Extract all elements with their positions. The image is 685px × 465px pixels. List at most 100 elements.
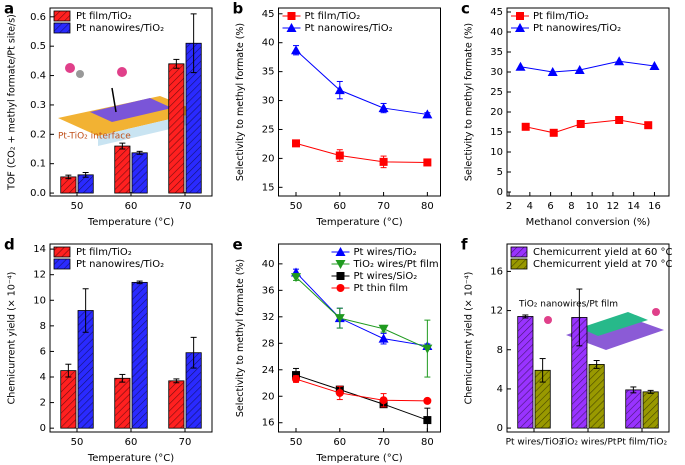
x-tick-label: 60 xyxy=(333,437,346,448)
y-tick-label: 0.3 xyxy=(30,100,46,111)
x-tick-label: 14 xyxy=(627,201,640,212)
marker xyxy=(649,61,660,70)
y-tick-label: 25 xyxy=(262,124,275,135)
series-line xyxy=(295,276,428,350)
x-tick-label: 70 xyxy=(377,437,390,448)
series-line xyxy=(295,142,428,163)
marker xyxy=(334,85,345,95)
plot-frame xyxy=(278,243,441,433)
annotation: TiO₂ nanowires/Pt film xyxy=(518,300,618,310)
y-tick-label: 15 xyxy=(490,127,503,138)
marker xyxy=(335,388,344,397)
inset-molecule xyxy=(652,308,660,316)
x-axis-label: Temperature (°C) xyxy=(315,453,402,464)
y-tick-label: 0.2 xyxy=(30,129,46,140)
inset-molecule xyxy=(76,70,84,78)
marker xyxy=(574,65,585,74)
x-tick-label: 60 xyxy=(125,201,138,212)
legend-marker xyxy=(336,284,345,292)
bar xyxy=(131,152,148,194)
marker xyxy=(379,157,388,166)
y-tick-label: 15 xyxy=(262,182,275,193)
y-tick-label: 20 xyxy=(262,153,275,164)
legend-label: Pt film/TiO₂ xyxy=(76,247,132,258)
y-axis-label: Selectivity to methyl formate (%) xyxy=(235,23,246,181)
y-tick-label: 10 xyxy=(33,295,46,306)
marker xyxy=(334,314,345,324)
inset-film xyxy=(566,315,664,350)
marker xyxy=(644,121,653,130)
legend-marker xyxy=(335,247,346,256)
legend-marker xyxy=(335,260,346,269)
x-tick-label: 4 xyxy=(527,201,533,212)
bar xyxy=(517,316,534,429)
x-tick-label: 50 xyxy=(290,201,303,212)
marker xyxy=(378,333,389,343)
marker xyxy=(423,416,432,425)
y-axis-label: Chemicurrent yield (× 10⁻⁴) xyxy=(464,272,475,405)
y-tick-label: 12 xyxy=(490,306,503,317)
marker xyxy=(547,67,558,76)
y-axis-label: Selectivity to methyl formate (%) xyxy=(235,259,246,417)
panel-label: b xyxy=(233,0,244,18)
bar xyxy=(60,370,77,429)
legend-label: Chemicurrent yield at 70 °C xyxy=(533,259,673,270)
marker xyxy=(335,151,344,160)
legend-label: Chemicurrent yield at 60 °C xyxy=(533,247,673,258)
panel-label: e xyxy=(233,236,243,254)
series-line xyxy=(295,49,428,115)
y-axis-label: Chemicurrent yield (× 10⁻⁴) xyxy=(7,272,18,405)
marker xyxy=(576,120,585,128)
y-tick-label: 25 xyxy=(490,87,503,98)
marker xyxy=(378,103,389,113)
plot-frame xyxy=(278,7,441,197)
legend-marker xyxy=(287,12,296,20)
bar xyxy=(642,391,659,429)
marker xyxy=(291,45,302,55)
x-axis-label: Temperature (°C) xyxy=(87,453,174,464)
legend-label: Pt thin film xyxy=(354,283,409,294)
plot-frame xyxy=(506,7,670,197)
marker xyxy=(423,396,432,405)
y-tick-label: 45 xyxy=(262,9,275,20)
y-tick-label: 36 xyxy=(262,285,275,296)
series-line xyxy=(525,119,649,134)
marker xyxy=(521,122,530,131)
bar xyxy=(625,389,642,429)
y-tick-label: 30 xyxy=(262,96,275,107)
bar xyxy=(588,364,605,429)
legend-label: Pt nanowires/TiO₂ xyxy=(76,259,164,270)
inset-molecule xyxy=(65,63,75,73)
x-tick-label: TiO₂ wires/Pt xyxy=(559,438,617,448)
legend-swatch xyxy=(53,246,71,258)
x-tick-label: 50 xyxy=(71,437,84,448)
y-axis-label: Selectivity to methyl formate (%) xyxy=(464,23,475,181)
y-tick-label: 20 xyxy=(262,391,275,402)
legend-marker xyxy=(516,12,524,20)
y-tick-label: 0 xyxy=(497,423,503,434)
bar xyxy=(60,176,77,194)
marker xyxy=(423,158,432,167)
series-line xyxy=(295,374,428,421)
x-tick-label: 70 xyxy=(179,437,192,448)
legend-label: Pt film/TiO₂ xyxy=(533,11,589,22)
x-tick-label: 10 xyxy=(586,201,599,212)
x-tick-label: 70 xyxy=(179,201,192,212)
inset-arrow xyxy=(111,87,117,113)
legend-label: Pt wires/SiO₂ xyxy=(354,271,418,282)
y-tick-label: 0.6 xyxy=(30,12,46,23)
inset-wires xyxy=(90,98,172,122)
inset-wires xyxy=(580,312,648,336)
legend-marker xyxy=(286,23,297,32)
y-tick-label: 40 xyxy=(262,259,275,270)
legend-label: Pt nanowires/TiO₂ xyxy=(305,23,393,34)
legend-label: TiO₂ wires/Pt film xyxy=(353,259,439,270)
panel-label: a xyxy=(4,0,14,18)
x-axis-label: Temperature (°C) xyxy=(87,217,174,228)
panel-label: f xyxy=(461,236,468,254)
legend-label: Pt nanowires/TiO₂ xyxy=(533,23,621,34)
bar xyxy=(114,145,131,194)
legend-marker xyxy=(515,23,525,32)
legend-label: Pt film/TiO₂ xyxy=(76,11,132,22)
